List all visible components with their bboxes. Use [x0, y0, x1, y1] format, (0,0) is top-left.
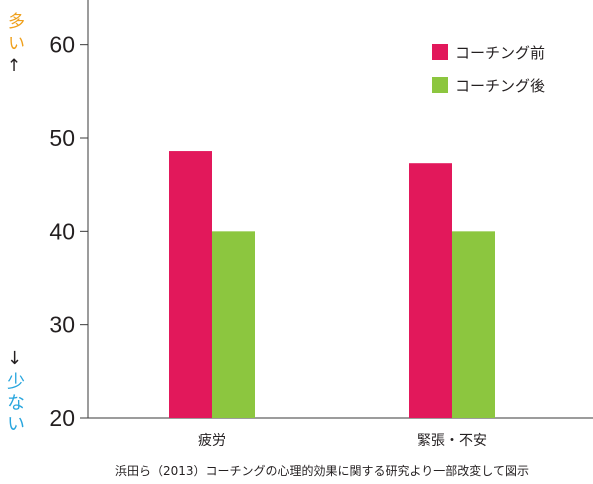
- bar: [409, 163, 452, 418]
- down-arrow-icon: ↓: [4, 348, 25, 372]
- y-high-label: 多い: [4, 12, 24, 56]
- legend-label: コーチング後: [455, 77, 545, 95]
- legend-swatch: [432, 77, 448, 93]
- legend-swatch: [432, 44, 448, 60]
- legend-label: コーチング前: [455, 44, 545, 62]
- y-tick-label: 30: [49, 312, 75, 338]
- x-category-label: 疲労: [198, 432, 226, 449]
- bar: [212, 231, 255, 418]
- y-tick-label: 20: [49, 405, 75, 431]
- x-category-label: 緊張・不安: [417, 433, 487, 449]
- y-tick-label: 50: [49, 125, 75, 151]
- y-tick-label: 60: [49, 32, 75, 58]
- y-high-annotation: 多い↑: [3, 12, 25, 81]
- figure-caption: 浜田ら（2013）コーチングの心理的効果に関する研究より一部改変して図示: [115, 464, 529, 478]
- bar: [452, 231, 495, 418]
- y-tick-label: 40: [49, 218, 75, 244]
- up-arrow-icon: ↑: [4, 56, 24, 81]
- y-low-annotation: ↓少ない: [3, 348, 25, 435]
- bar: [169, 151, 212, 419]
- y-low-label: 少ない: [4, 372, 25, 435]
